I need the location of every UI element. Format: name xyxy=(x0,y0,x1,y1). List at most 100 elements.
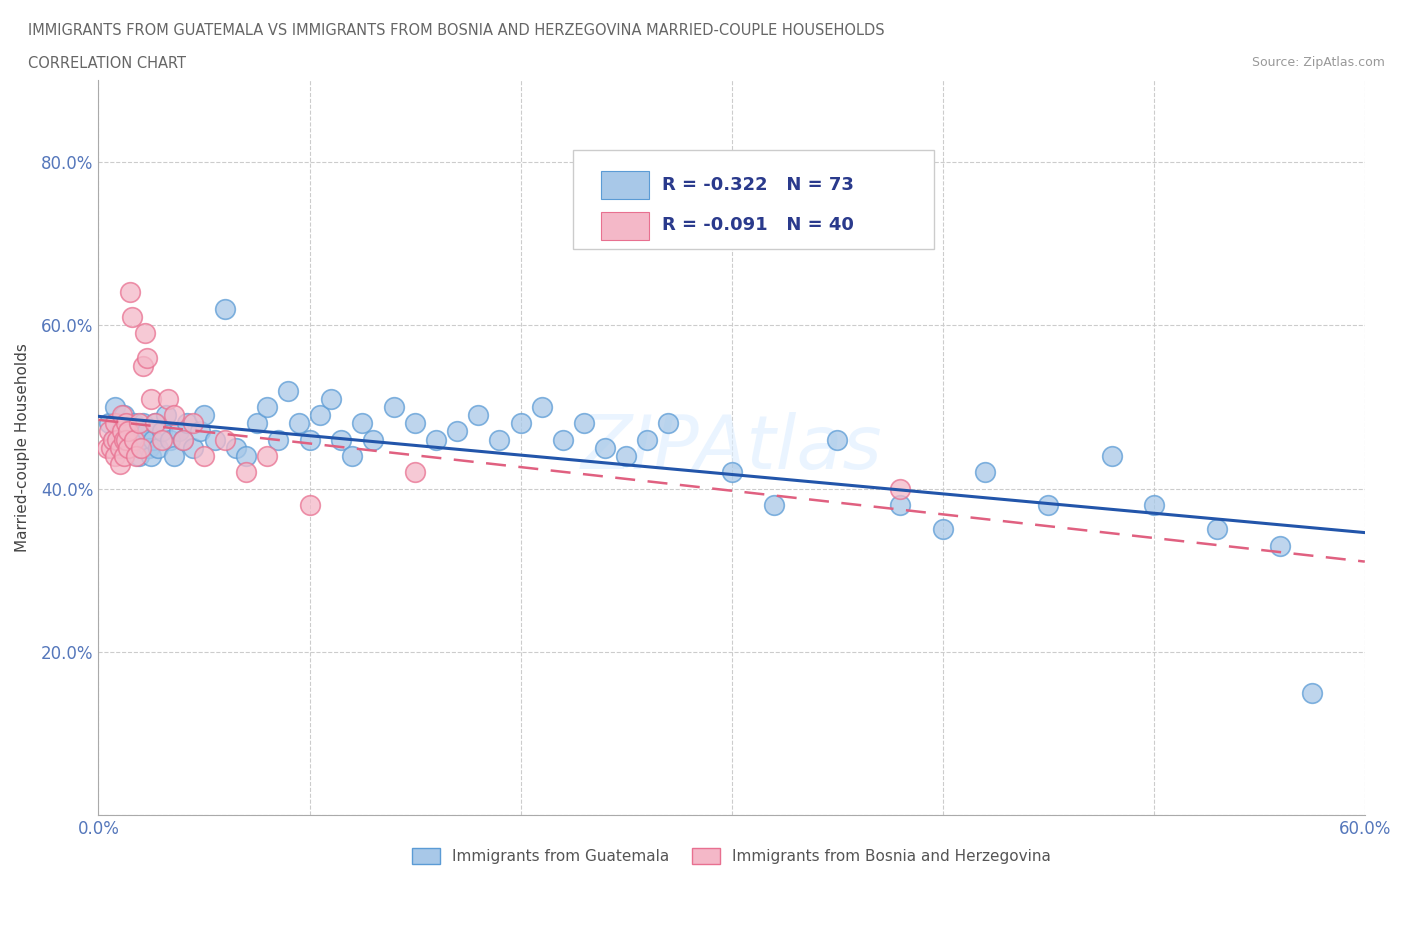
Point xyxy=(889,481,911,496)
Point xyxy=(104,416,127,431)
Point xyxy=(340,448,363,463)
Point xyxy=(112,407,135,422)
Point xyxy=(188,424,211,439)
Text: R = -0.322   N = 73: R = -0.322 N = 73 xyxy=(662,176,853,193)
Point xyxy=(108,457,131,472)
Point xyxy=(319,392,342,406)
Point xyxy=(159,432,181,447)
Point xyxy=(128,416,150,431)
Point xyxy=(277,383,299,398)
Point xyxy=(121,424,143,439)
Point xyxy=(121,310,143,325)
Point xyxy=(720,465,742,480)
Point xyxy=(1206,522,1229,537)
Point xyxy=(636,432,658,447)
Point xyxy=(111,407,134,422)
Point xyxy=(138,440,160,455)
Point xyxy=(288,416,311,431)
Point xyxy=(124,416,146,431)
Point xyxy=(530,399,553,414)
Point xyxy=(176,416,198,431)
Point xyxy=(142,432,165,447)
Point xyxy=(404,416,426,431)
Point xyxy=(157,392,180,406)
Text: ZIPAtlas: ZIPAtlas xyxy=(581,412,883,484)
Point xyxy=(172,432,194,447)
Point xyxy=(141,448,163,463)
Point xyxy=(129,440,152,455)
Point xyxy=(825,432,848,447)
Point xyxy=(1038,498,1060,512)
Point xyxy=(107,432,129,447)
Point xyxy=(117,424,139,439)
Point xyxy=(614,448,637,463)
Bar xyxy=(602,212,650,240)
Point xyxy=(120,440,142,455)
Point xyxy=(382,399,405,414)
Point xyxy=(145,416,167,431)
Point xyxy=(931,522,953,537)
Point xyxy=(267,432,290,447)
Point xyxy=(193,448,215,463)
Point xyxy=(214,432,236,447)
Point xyxy=(98,424,121,439)
Point xyxy=(98,416,121,431)
Text: Source: ZipAtlas.com: Source: ZipAtlas.com xyxy=(1251,56,1385,69)
Point xyxy=(111,424,134,439)
Point xyxy=(108,440,131,455)
Text: IMMIGRANTS FROM GUATEMALA VS IMMIGRANTS FROM BOSNIA AND HERZEGOVINA MARRIED-COUP: IMMIGRANTS FROM GUATEMALA VS IMMIGRANTS … xyxy=(28,23,884,38)
Point xyxy=(1301,685,1323,700)
Point xyxy=(136,424,159,439)
Point xyxy=(572,416,595,431)
Point xyxy=(115,432,138,447)
Point xyxy=(593,440,616,455)
Point xyxy=(104,399,127,414)
Point xyxy=(235,448,257,463)
Point xyxy=(204,432,226,447)
Point xyxy=(125,448,148,463)
Point xyxy=(657,416,679,431)
Y-axis label: Married-couple Households: Married-couple Households xyxy=(15,343,30,552)
Text: CORRELATION CHART: CORRELATION CHART xyxy=(28,56,186,71)
Point xyxy=(425,432,447,447)
Point xyxy=(163,407,186,422)
Point xyxy=(104,448,127,463)
Point xyxy=(103,432,125,447)
Point xyxy=(117,440,139,455)
Point xyxy=(125,432,148,447)
Point xyxy=(467,407,489,422)
Point xyxy=(134,432,156,447)
Point xyxy=(1143,498,1166,512)
Point xyxy=(1101,448,1123,463)
Point xyxy=(108,424,131,439)
FancyBboxPatch shape xyxy=(574,150,934,249)
Point xyxy=(551,432,574,447)
Point xyxy=(136,351,159,365)
Point xyxy=(96,440,118,455)
Point xyxy=(115,416,138,431)
Point xyxy=(112,448,135,463)
Point xyxy=(146,440,169,455)
Point xyxy=(115,432,138,447)
Point xyxy=(404,465,426,480)
Point xyxy=(330,432,353,447)
Point xyxy=(488,432,510,447)
Point xyxy=(352,416,374,431)
Point xyxy=(167,424,190,439)
Point xyxy=(974,465,997,480)
Point xyxy=(132,416,155,431)
Point xyxy=(124,432,146,447)
Point xyxy=(225,440,247,455)
Point xyxy=(361,432,384,447)
Point xyxy=(309,407,332,422)
Point xyxy=(214,301,236,316)
Point xyxy=(446,424,468,439)
Point xyxy=(246,416,269,431)
Text: R = -0.091   N = 40: R = -0.091 N = 40 xyxy=(662,216,853,234)
Point xyxy=(298,432,321,447)
Point xyxy=(889,498,911,512)
Point xyxy=(256,399,278,414)
Point xyxy=(145,416,167,431)
Point xyxy=(762,498,785,512)
Point xyxy=(235,465,257,480)
